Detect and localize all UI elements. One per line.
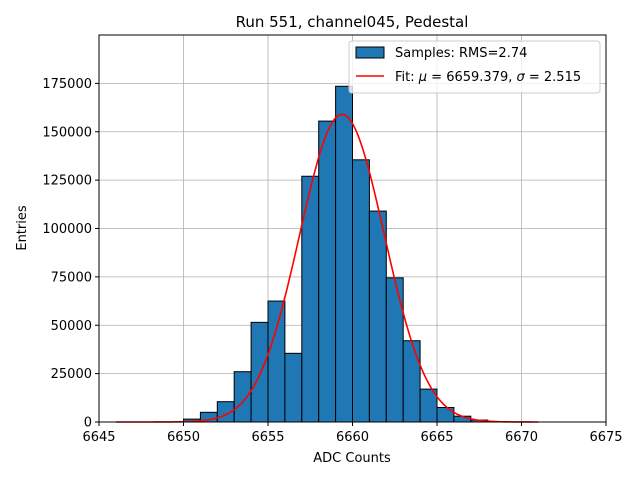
x-tick-label-5: 6670 [505, 430, 538, 445]
histogram-bar-11 [368, 210, 387, 423]
x-tick-label-0: 6645 [82, 430, 115, 445]
legend-sigma-value: = 2.515 [525, 70, 581, 85]
x-tick-label-6: 6675 [589, 430, 622, 445]
legend-fit-label: Fit: μ = 6659.379, σ = 2.515 [395, 70, 581, 85]
histogram-bar-9 [335, 85, 354, 423]
x-axis-label: ADC Counts [313, 451, 391, 466]
y-tick-label-5: 125000 [42, 174, 92, 189]
histogram-bar-8 [318, 120, 337, 423]
legend-fit-prefix: Fit: [395, 70, 419, 85]
legend-box [348, 40, 601, 94]
legend-samples-swatch [355, 46, 385, 59]
histogram-bars [183, 85, 489, 423]
histogram-bar-10 [352, 159, 370, 423]
histogram-bar-3 [233, 371, 252, 423]
legend: Samples: RMS=2.74 Fit: μ = 6659.379, σ =… [348, 40, 601, 94]
legend-samples-label: Samples: RMS=2.74 [395, 46, 527, 61]
y-tick-label-6: 150000 [42, 125, 92, 140]
y-axis-label: Entries [15, 205, 30, 251]
y-tick-label-1: 25000 [51, 367, 92, 382]
y-axis-ticks: 0 25000 50000 75000 100000 125000 150000 175000 [42, 77, 99, 431]
x-tick-label-3: 6660 [336, 430, 369, 445]
histogram-bar-5 [267, 300, 286, 423]
x-axis-ticks: 6645 6650 6655 6660 6665 6670 6675 [82, 422, 623, 445]
x-tick-label-4: 6665 [420, 430, 453, 445]
legend-sigma-symbol: σ [517, 70, 526, 85]
histogram-bar-6 [284, 352, 303, 423]
y-tick-label-7: 175000 [42, 77, 92, 92]
y-tick-label-2: 50000 [51, 319, 92, 334]
histogram-bar-12 [385, 277, 404, 423]
histogram-bar-4 [250, 321, 269, 423]
chart-title: Run 551, channel045, Pedestal [236, 13, 469, 31]
x-tick-label-1: 6650 [167, 430, 200, 445]
histogram-bar-15 [436, 406, 455, 423]
y-tick-label-0: 0 [84, 416, 92, 431]
legend-mu-value: = 6659.379, [427, 70, 516, 85]
histogram-bar-13 [402, 340, 421, 423]
y-tick-label-4: 100000 [42, 222, 92, 237]
y-tick-label-3: 75000 [51, 270, 92, 285]
legend-mu-symbol: μ [418, 70, 427, 85]
x-tick-label-2: 6655 [251, 430, 284, 445]
